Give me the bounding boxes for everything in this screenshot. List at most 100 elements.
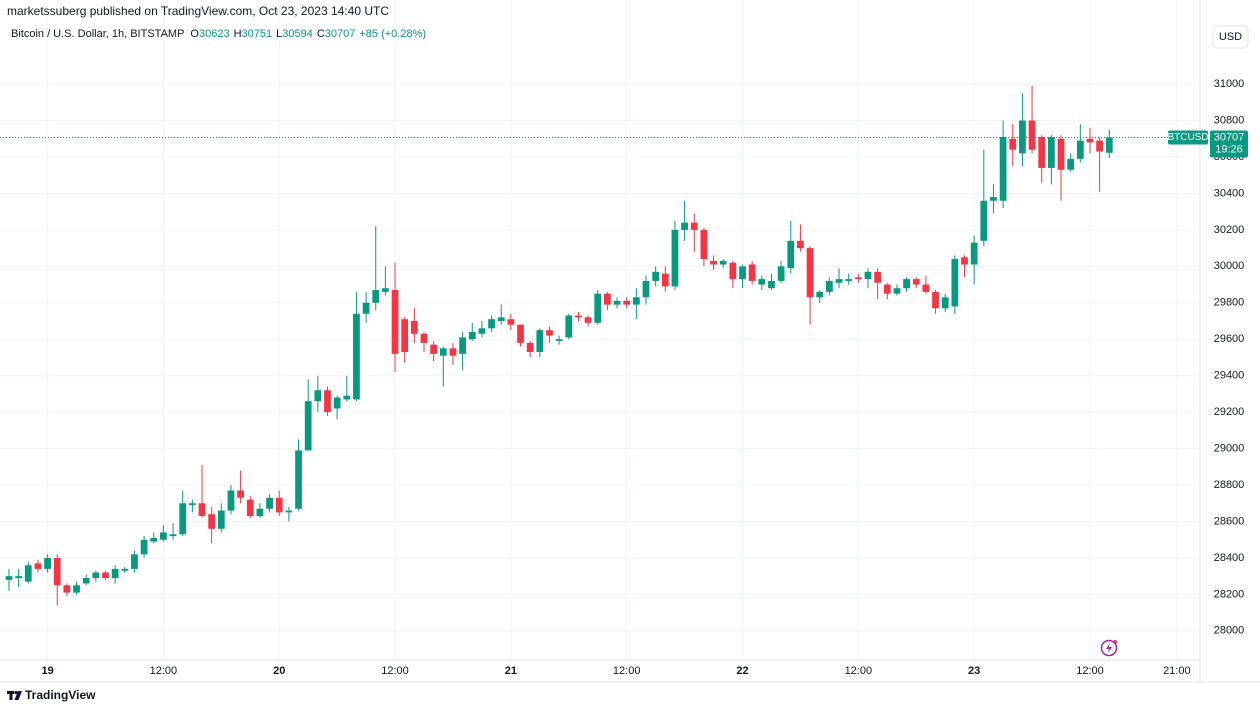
y-tick-label: 28400 [1214, 552, 1245, 564]
candle-body [188, 503, 196, 506]
candle-body [333, 397, 341, 409]
candle-body [893, 288, 901, 294]
legend-open: 30623 [199, 28, 230, 40]
legend-c-label: C [317, 28, 325, 40]
y-tick-label: 28200 [1214, 588, 1245, 600]
candle-body [266, 497, 273, 509]
candle-body [961, 257, 968, 265]
lightning-icon[interactable] [1100, 639, 1118, 657]
candle-body [420, 333, 428, 343]
candle-body [951, 259, 959, 307]
candle-body [1086, 138, 1094, 143]
candle-body [719, 260, 727, 265]
candle-body [15, 576, 23, 578]
candle-body [864, 271, 872, 280]
candle-body [1047, 136, 1055, 168]
candle-body [922, 284, 930, 292]
x-tick-label: 12:00 [381, 665, 409, 677]
candle-body [1009, 138, 1017, 150]
currency-label[interactable]: USD [1219, 31, 1242, 43]
candle-body [768, 280, 775, 289]
candle-body [970, 242, 978, 265]
candle-body [73, 585, 80, 593]
candle-body [44, 557, 51, 569]
candle-body [835, 279, 843, 283]
x-tick-label: 12:00 [613, 665, 641, 677]
candle-body [449, 348, 457, 356]
candle-body [748, 264, 756, 281]
candle-body [353, 313, 360, 400]
candle-body [208, 514, 216, 529]
candle-body [34, 563, 42, 569]
candle-body [140, 539, 148, 555]
candle-body [613, 300, 621, 305]
candle-body [246, 499, 254, 517]
legend-close: 30707 [325, 28, 356, 40]
candle-body [536, 330, 544, 352]
x-tick-label: 23 [968, 665, 980, 677]
x-tick-label: 20 [273, 665, 285, 677]
candle-body [430, 344, 438, 354]
candle-body [1038, 136, 1046, 168]
candle-body [565, 315, 573, 338]
candle-body [575, 315, 582, 318]
candle-body [652, 271, 660, 281]
candle-body [410, 321, 418, 334]
candle-body [1019, 120, 1026, 154]
candle-body [150, 537, 158, 542]
candle-body [1067, 158, 1075, 170]
candle-body [131, 554, 138, 569]
candle-body [439, 348, 447, 356]
y-tick-label: 29600 [1214, 333, 1245, 345]
candle-body [990, 197, 997, 201]
x-tick-label: 12:00 [845, 665, 873, 677]
symbol-tag-label: BTCUSD [1167, 132, 1208, 143]
y-tick-label: 29400 [1214, 370, 1245, 382]
candle-body [497, 317, 505, 322]
legend: Bitcoin / U.S. Dollar, 1h, BITSTAMP O3062… [11, 28, 426, 40]
candle-body [912, 279, 920, 285]
candle-body [304, 401, 312, 451]
candle-body [642, 280, 650, 298]
candle-body [63, 585, 71, 593]
currency-button[interactable] [1212, 25, 1249, 49]
candle-body [488, 319, 495, 329]
candle-body [5, 576, 13, 580]
y-tick-label: 28000 [1214, 625, 1245, 637]
candle-body [584, 317, 592, 323]
candle-body [816, 291, 824, 298]
y-tick-label: 30400 [1214, 187, 1245, 199]
candle-body [797, 240, 804, 249]
candle-body [121, 568, 129, 571]
x-tick-label: 12:00 [1076, 665, 1104, 677]
candle-body [198, 503, 206, 517]
candle-body [24, 565, 32, 582]
candle-body [845, 279, 853, 281]
legend-l-label: L [276, 28, 282, 40]
y-tick-label: 30000 [1214, 260, 1245, 272]
candle-body [160, 532, 167, 540]
legend-low: 30594 [282, 28, 313, 40]
candles [5, 85, 1113, 606]
candle-body [507, 319, 515, 325]
candle-body [217, 510, 225, 529]
candle-body [169, 534, 177, 537]
candle-body [903, 279, 910, 289]
candle-body [343, 395, 351, 400]
legend-high: 30751 [242, 28, 273, 40]
candle-body [739, 266, 746, 280]
candle-body [179, 503, 187, 535]
candle-body [382, 288, 389, 292]
candle-body [1028, 120, 1036, 150]
candle-body [256, 508, 264, 517]
candle-body [295, 450, 302, 509]
candle-body [806, 248, 814, 298]
brand-name: TradingView [25, 688, 96, 702]
candle-body [729, 262, 737, 280]
candle-body [604, 293, 611, 305]
candle-body [92, 572, 100, 578]
x-tick-label: 21:00 [1163, 665, 1191, 677]
candle-body [391, 290, 399, 354]
candle-body [546, 330, 553, 336]
